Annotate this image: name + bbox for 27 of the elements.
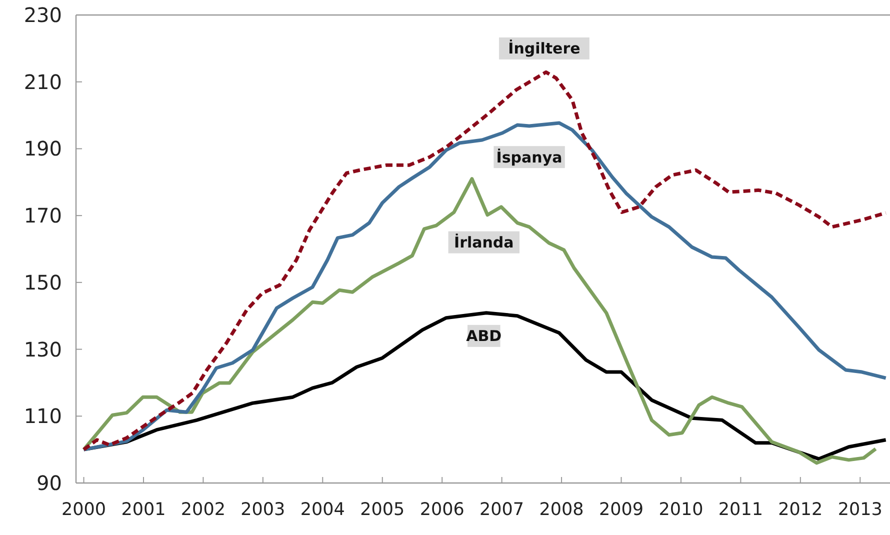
y-tick-label: 130: [24, 337, 62, 362]
y-tick-label: 150: [24, 270, 62, 294]
x-tick-label: 2010: [658, 500, 704, 520]
x-tick-label: 2013: [838, 500, 882, 520]
x-tick-label: 2000: [61, 500, 106, 520]
x-tick-label: 2006: [420, 500, 464, 520]
line-series: [82, 177, 878, 465]
y-tick-label: 230: [24, 3, 62, 27]
series-label: ABD: [466, 327, 502, 346]
x-tick-label: 2007: [480, 500, 524, 520]
x-tick-label: 2002: [180, 500, 226, 520]
y-tick-label: 90: [36, 471, 62, 495]
x-tick-label: 2012: [778, 500, 823, 520]
y-tick-label: 190: [24, 136, 62, 161]
x-tick-label: 2009: [598, 500, 644, 520]
x-tick-label: 2003: [240, 500, 286, 520]
x-tick-label: 2008: [539, 500, 584, 520]
series-label: İrlanda: [454, 234, 514, 252]
y-tick-label: 110: [24, 404, 62, 428]
series-label: İngiltere: [508, 40, 580, 58]
x-tick-label: 2011: [718, 500, 763, 520]
x-tick-label: 2001: [121, 500, 166, 520]
x-tick-label: 2004: [300, 500, 345, 520]
y-tick-label: 170: [24, 204, 62, 228]
x-tick-label: 2005: [360, 500, 405, 520]
series-label: İspanya: [496, 148, 562, 166]
y-tick-label: 210: [24, 70, 62, 94]
